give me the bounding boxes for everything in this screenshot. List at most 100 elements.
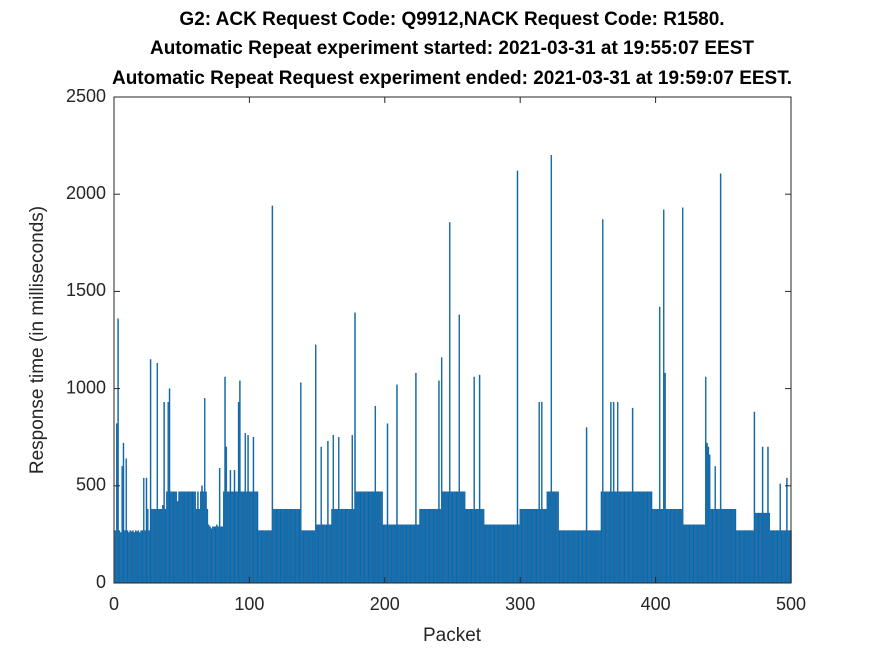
- bar: [634, 491, 636, 584]
- bar: [775, 530, 777, 584]
- bar: [583, 530, 585, 584]
- bar: [623, 491, 626, 584]
- bar: [320, 446, 322, 584]
- bar: [676, 508, 678, 584]
- bar: [366, 491, 368, 584]
- bar: [692, 524, 695, 584]
- bar: [224, 376, 226, 584]
- bar: [350, 508, 352, 584]
- bar: [380, 491, 382, 584]
- bar: [722, 508, 724, 584]
- bar: [740, 530, 742, 584]
- bar: [389, 524, 391, 584]
- bar: [782, 530, 784, 584]
- bar: [281, 508, 283, 584]
- bar: [170, 491, 172, 584]
- bar: [114, 530, 117, 584]
- bar: [518, 524, 520, 584]
- bar: [367, 491, 370, 584]
- bar: [759, 512, 761, 584]
- bar: [412, 524, 414, 584]
- bar: [528, 508, 531, 584]
- bar: [497, 524, 500, 584]
- bar: [317, 524, 320, 584]
- bar: [755, 512, 757, 584]
- bar: [205, 491, 207, 584]
- bar: [592, 530, 595, 584]
- bar: [664, 372, 666, 584]
- bar: [695, 524, 697, 584]
- bar: [229, 470, 232, 584]
- bar: [262, 530, 264, 584]
- bar: [672, 508, 674, 584]
- bar: [374, 405, 377, 584]
- bar: [508, 524, 511, 584]
- bar: [505, 524, 508, 584]
- bar: [294, 508, 297, 584]
- bar: [308, 530, 310, 584]
- bar: [274, 508, 276, 584]
- bar: [669, 508, 672, 584]
- bar: [365, 491, 367, 584]
- bar: [116, 423, 118, 584]
- bar: [212, 526, 214, 584]
- bar: [686, 524, 688, 584]
- bar: [271, 205, 274, 584]
- bar: [259, 530, 261, 584]
- bar: [347, 508, 349, 584]
- bar: [589, 530, 592, 584]
- bar: [635, 491, 638, 584]
- bar: [283, 508, 286, 584]
- bar: [556, 491, 558, 584]
- bar: [352, 508, 355, 584]
- bar: [585, 427, 588, 584]
- bar: [723, 508, 726, 584]
- bar: [487, 524, 489, 584]
- bar: [616, 402, 619, 584]
- bar: [122, 442, 125, 584]
- bar: [547, 491, 550, 584]
- bar: [185, 491, 187, 584]
- bar: [264, 530, 267, 584]
- bar: [198, 508, 200, 584]
- bar: [576, 530, 578, 584]
- bar: [351, 435, 353, 584]
- bar: [537, 508, 539, 584]
- bar: [310, 530, 313, 584]
- bar: [193, 491, 195, 584]
- bar: [699, 524, 701, 584]
- bar: [377, 491, 379, 584]
- bar: [323, 524, 325, 584]
- bar: [468, 508, 470, 584]
- x-tick-label: 400: [641, 594, 671, 614]
- bar: [420, 508, 423, 584]
- bar: [545, 508, 547, 584]
- bar: [469, 508, 471, 584]
- bar: [646, 491, 649, 584]
- bar: [637, 491, 639, 584]
- bar: [769, 530, 772, 584]
- bar: [667, 508, 669, 584]
- chart-title: Automatic Repeat Request experiment ende…: [112, 68, 792, 89]
- bar: [561, 530, 563, 584]
- bar: [751, 530, 753, 584]
- bar: [149, 359, 152, 584]
- bar: [260, 530, 263, 584]
- bar: [732, 508, 734, 584]
- bar: [702, 524, 704, 584]
- bar: [147, 508, 149, 584]
- bar: [440, 357, 443, 584]
- bar: [254, 491, 256, 584]
- bar: [287, 508, 290, 584]
- bar: [293, 508, 295, 584]
- bar: [117, 318, 119, 584]
- bar: [453, 491, 455, 584]
- bar: [148, 530, 150, 584]
- bar: [438, 380, 440, 584]
- bar: [348, 508, 351, 584]
- bar: [328, 524, 330, 584]
- bar: [783, 530, 785, 584]
- bar: [137, 530, 140, 584]
- bar: [167, 402, 169, 584]
